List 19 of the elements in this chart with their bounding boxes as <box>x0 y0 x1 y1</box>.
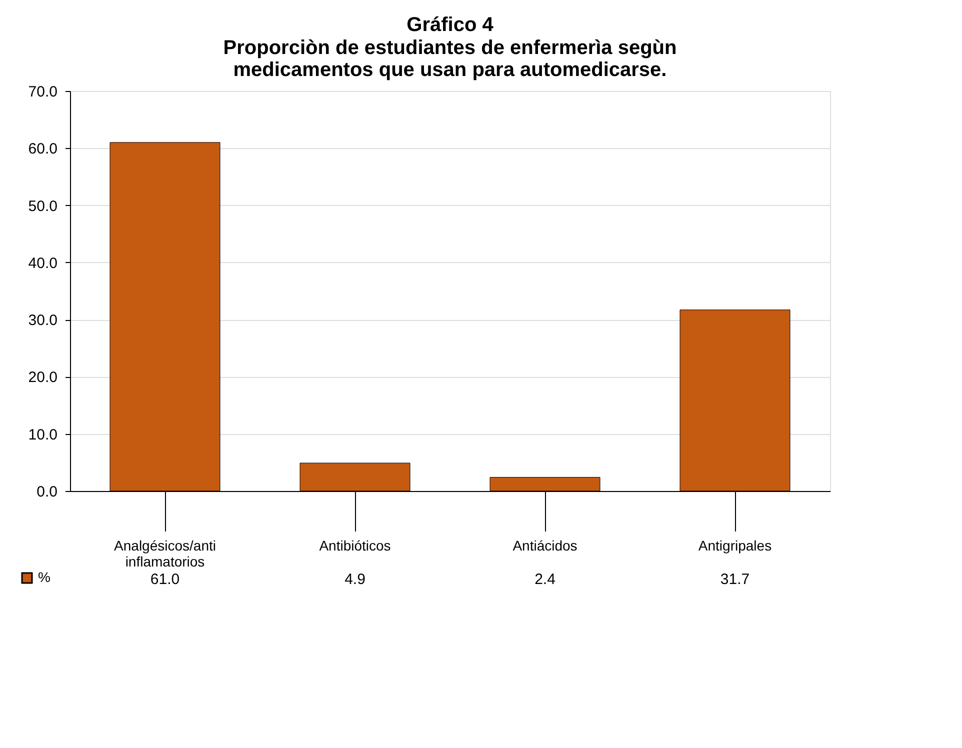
y-tick-label: 40.0 <box>28 254 58 272</box>
x-tick-label: Analgésicos/anti inflamatorios <box>114 538 216 570</box>
chart-subtitle: Proporciòn de estudiantes de enfermerìa segùn medicamentos que usan para automedicarse. <box>223 37 677 81</box>
y-tick-label: 50.0 <box>28 198 58 215</box>
data-label: 4.9 <box>344 571 366 588</box>
data-label: 2.4 <box>534 571 556 588</box>
y-tick-label: 70.0 <box>28 84 58 100</box>
y-tick-label: 60.0 <box>28 140 58 158</box>
data-label: 31.7 <box>720 571 750 588</box>
y-tick-label: 20.0 <box>28 369 58 386</box>
chart-title: Gráfico 4 <box>406 14 494 36</box>
x-tick-label: Antiácidos <box>512 538 578 554</box>
x-tick-label: Antigripales <box>698 538 772 554</box>
x-tick-label: Antibióticos <box>319 538 391 554</box>
legend-label: % <box>38 569 50 585</box>
data-label: 61.0 <box>150 571 180 588</box>
y-tick-label: 30.0 <box>28 312 58 330</box>
y-tick-label: 0.0 <box>36 484 58 500</box>
y-tick-label: 10.0 <box>28 426 58 444</box>
